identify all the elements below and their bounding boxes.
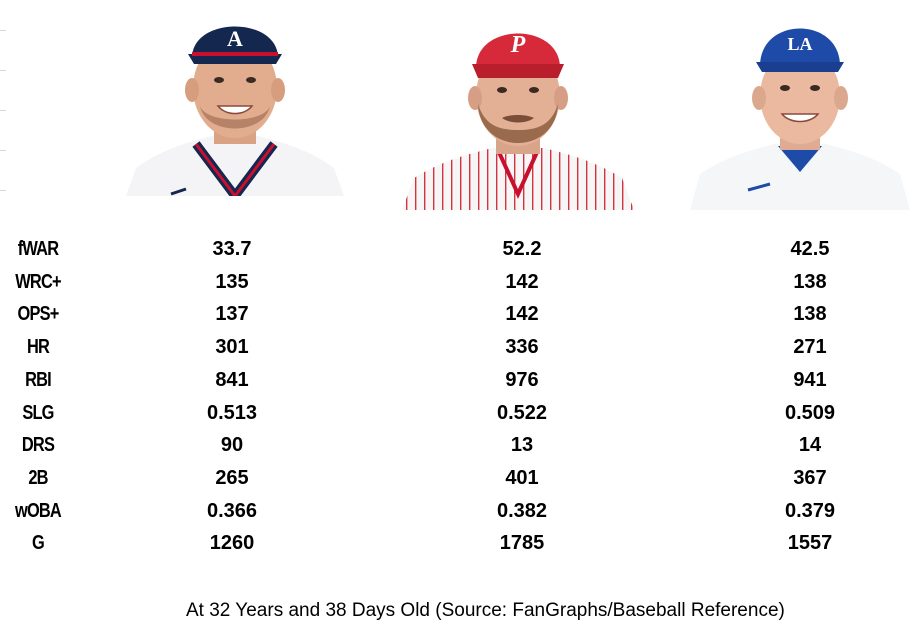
stat-value: 0.379: [784, 499, 836, 522]
stat-label: wOBA: [15, 499, 62, 522]
stat-label: RBI: [25, 368, 52, 391]
stat-value: 841: [215, 368, 249, 391]
stat-value: 265: [215, 466, 249, 489]
stat-value: 976: [505, 368, 539, 391]
stat-value: 138: [793, 270, 827, 293]
stat-value: 52.2: [502, 238, 542, 260]
stat-value: 0.513: [206, 401, 258, 424]
stat-value: 336: [505, 336, 539, 359]
stat-label: DRS: [21, 434, 55, 457]
stat-value: 0.382: [496, 499, 548, 522]
player-photo-dodgers: LA: [690, 14, 910, 210]
stat-value: 401: [505, 466, 539, 489]
stat-label: fWAR: [17, 238, 59, 260]
stat-value: 14: [798, 434, 822, 457]
stat-value: 0.509: [784, 401, 836, 424]
stat-value: 90: [220, 434, 244, 457]
stat-value: 138: [793, 303, 827, 326]
stat-value: 1260: [209, 532, 255, 555]
stat-value: 271: [793, 336, 827, 359]
stat-value: 42.5: [790, 238, 830, 260]
braves-logo-icon: A: [227, 26, 243, 51]
stat-label: SLG: [22, 401, 54, 424]
stat-value: 941: [793, 368, 827, 391]
stat-value: 33.7: [212, 238, 252, 260]
phillies-logo-icon: P: [510, 32, 526, 58]
source-note: At 32 Years and 38 Days Old (Source: Fan…: [186, 600, 785, 621]
stat-value: 301: [215, 336, 249, 359]
player-photo-braves: A: [126, 6, 344, 196]
stat-value: 0.522: [496, 401, 548, 424]
dodgers-logo-icon: LA: [787, 34, 812, 54]
stat-value: 142: [505, 303, 539, 326]
stat-value: 137: [215, 303, 249, 326]
stat-label: OPS+: [17, 303, 60, 326]
stat-value: 1785: [499, 532, 545, 555]
stat-value: 0.366: [206, 499, 258, 522]
stat-value: 142: [505, 270, 539, 293]
player-photo-phillies: P: [402, 18, 634, 210]
stat-label: 2B: [28, 466, 48, 489]
stat-value: 13: [510, 434, 534, 457]
stat-value: 135: [215, 270, 249, 293]
stat-label: G: [32, 532, 45, 555]
stat-value: 1557: [787, 532, 833, 555]
stat-value: 367: [793, 466, 827, 489]
stat-label: HR: [26, 336, 50, 359]
stat-label: WRC+: [15, 270, 61, 293]
